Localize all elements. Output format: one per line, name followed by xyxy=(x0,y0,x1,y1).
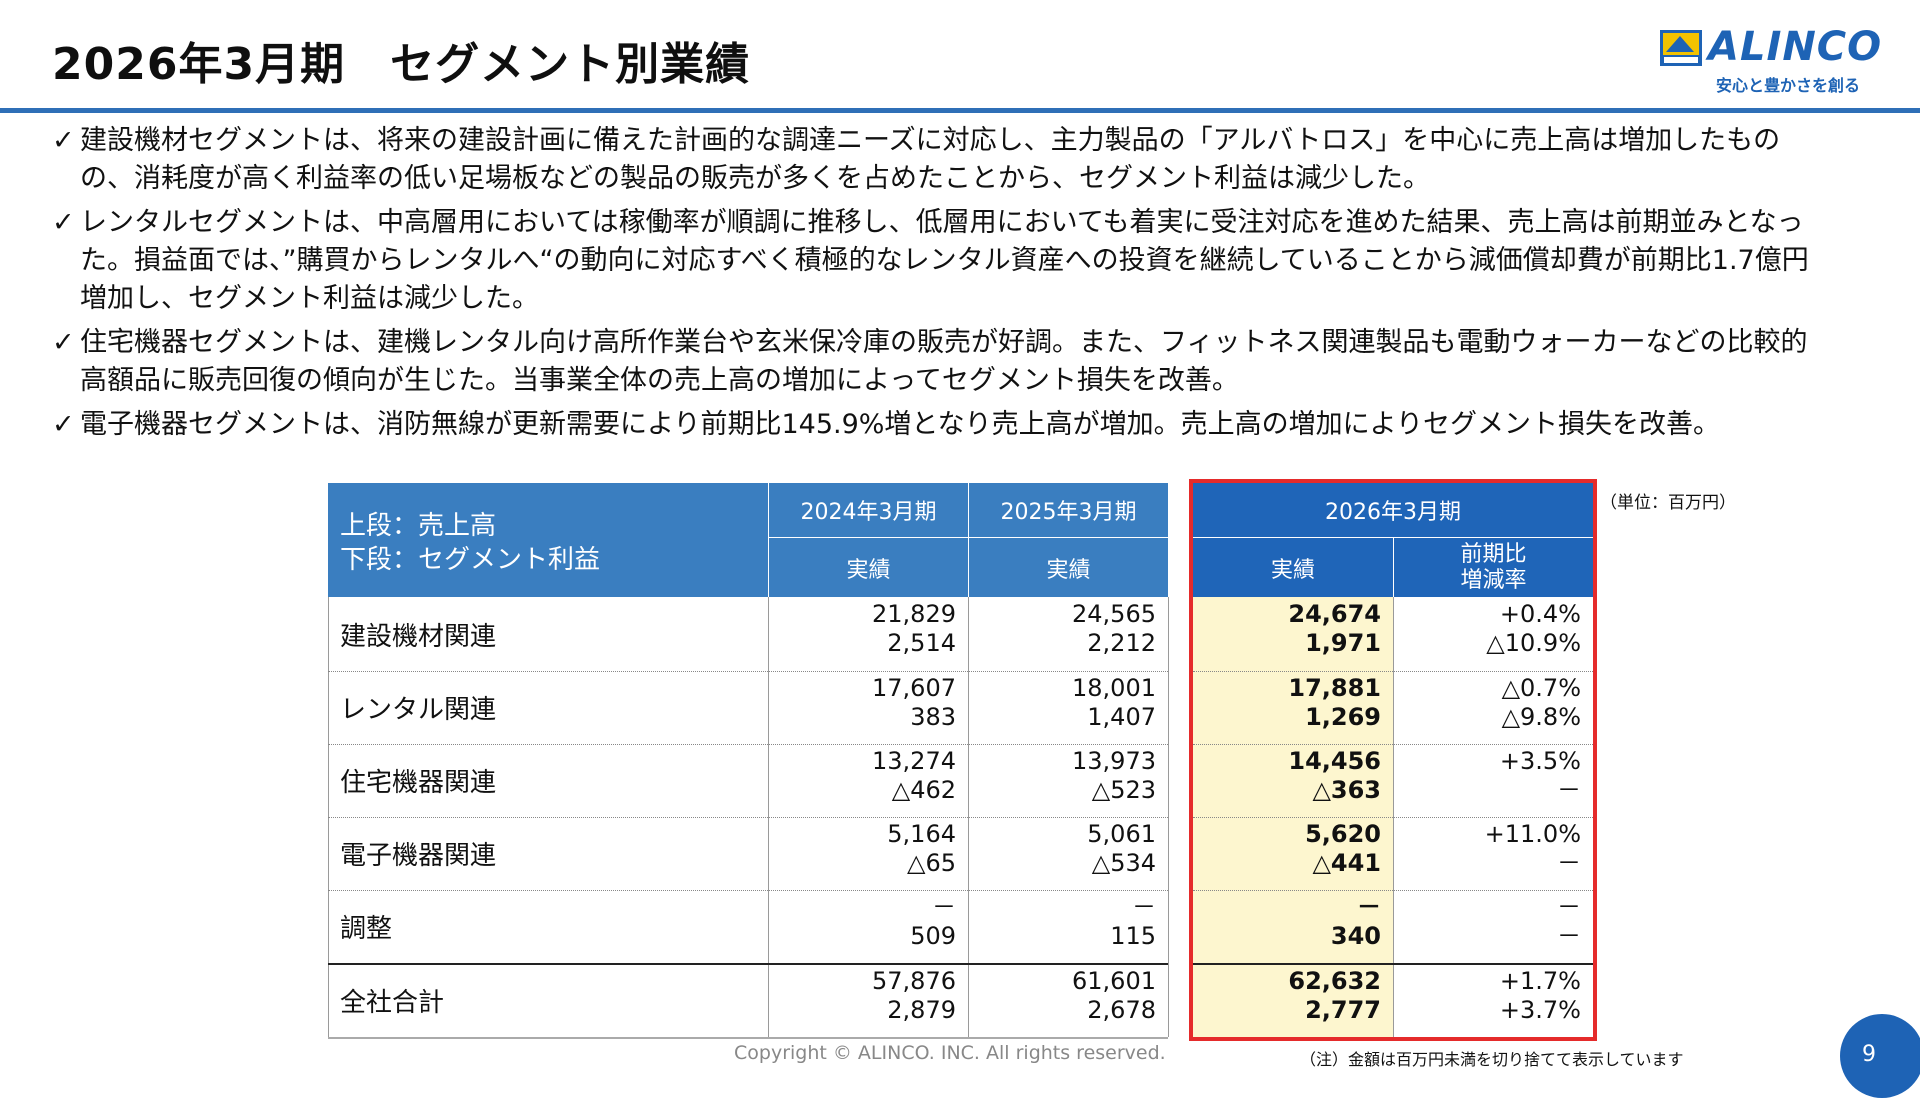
alinco-mark-icon xyxy=(1660,30,1702,66)
company-logo: ALINCO 安心と豊かさを創る xyxy=(1660,24,1885,95)
cell-fy26: 24,674 1,971 xyxy=(1193,597,1393,671)
bullet-text: レンタルセグメントは、中高層用においては稼働率が順調に推移し、低層用においても着… xyxy=(80,207,1809,314)
total-divider xyxy=(1193,963,1593,965)
cell-fy25: － 115 xyxy=(1110,893,1156,950)
bullet-text: 電子機器セグメントは、消防無線が更新需要により前期比145.9%増となり売上高が… xyxy=(80,409,1721,440)
cell-fy24: 17,607 383 xyxy=(872,674,956,731)
header-change-line2: 増減率 xyxy=(1460,567,1527,593)
logo-tagline: 安心と豊かさを創る xyxy=(1715,76,1860,95)
header-actual-2024: 実績 xyxy=(768,537,968,597)
page-number-badge: 9 xyxy=(1840,1014,1920,1098)
bullet-text: 建設機材セグメントは、将来の建設計画に備えた計画的な調達ニーズに対応し、主力製品… xyxy=(80,125,1781,194)
page-title: 2026年3月期 セグメント別業績 xyxy=(52,39,751,90)
header-actual-2025: 実績 xyxy=(968,537,1168,597)
grid-line xyxy=(1193,890,1593,891)
cell-fy24: 57,876 2,879 xyxy=(872,967,956,1024)
cell-change: △0.7% △9.8% xyxy=(1501,674,1581,731)
header-change-rate: 前期比 増減率 xyxy=(1393,537,1593,597)
grid-line xyxy=(328,817,1168,818)
cell-change: －－ xyxy=(1557,893,1581,950)
check-icon: ✓ xyxy=(52,125,75,156)
cell-fy25: 24,565 2,212 xyxy=(1072,600,1156,657)
cell-change: +1.7% +3.7% xyxy=(1499,967,1581,1024)
header-period-2024: 2024年3月期 xyxy=(768,483,968,537)
grid-line xyxy=(328,890,1168,891)
cell-fy26: － 340 xyxy=(1193,890,1393,963)
table-header-label: 上段：売上高 下段：セグメント利益 xyxy=(328,483,768,597)
cell-fy25: 5,061 △534 xyxy=(1087,820,1156,877)
grid-line xyxy=(328,1037,1168,1039)
copyright-text: Copyright © ALINCO. INC. All rights rese… xyxy=(734,1042,1166,1064)
header-period-2026: 2026年3月期 xyxy=(1193,483,1593,537)
bullet-list: ✓ 建設機材セグメントは、将来の建設計画に備えた計画的な調達ニーズに対応し、主力… xyxy=(52,122,1812,450)
cell-fy24: 5,164 △65 xyxy=(887,820,956,877)
grid-line xyxy=(328,744,1168,745)
header-change-line1: 前期比 xyxy=(1460,541,1527,567)
cell-fy26: 17,881 1,269 xyxy=(1193,671,1393,744)
cell-change: +3.5% － xyxy=(1499,747,1581,804)
grid-line xyxy=(1193,671,1593,672)
bullet-item: ✓ 建設機材セグメントは、将来の建設計画に備えた計画的な調達ニーズに対応し、主力… xyxy=(52,122,1812,198)
footnote: （注）金額は百万円未満を切り捨てて表示しています xyxy=(1300,1050,1684,1069)
header-label-line1: 上段：売上高 xyxy=(340,511,497,541)
bullet-item: ✓ 住宅機器セグメントは、建機レンタル向け高所作業台や玄米保冷庫の販売が好調。ま… xyxy=(52,324,1812,400)
total-divider xyxy=(328,963,1168,965)
check-icon: ✓ xyxy=(52,409,75,440)
grid-line xyxy=(1193,817,1593,818)
grid-line xyxy=(1193,744,1593,745)
row-label-total: 全社合計 xyxy=(340,988,445,1018)
check-icon: ✓ xyxy=(52,207,75,238)
fy2026-highlight-frame xyxy=(1189,479,1597,1041)
cell-fy24: － 509 xyxy=(910,893,956,950)
cell-fy26: 14,456 △363 xyxy=(1193,744,1393,817)
cell-fy26: 5,620 △441 xyxy=(1193,817,1393,890)
check-icon: ✓ xyxy=(52,327,75,358)
header-actual-2026: 実績 xyxy=(1193,537,1393,597)
cell-fy26: 62,632 2,777 xyxy=(1193,964,1393,1037)
unit-note: （単位：百万円） xyxy=(1600,493,1736,513)
cell-fy25: 61,601 2,678 xyxy=(1072,967,1156,1024)
row-label: 電子機器関連 xyxy=(340,841,497,871)
row-label: レンタル関連 xyxy=(340,695,497,725)
bullet-text: 住宅機器セグメントは、建機レンタル向け高所作業台や玄米保冷庫の販売が好調。また、… xyxy=(80,327,1808,396)
header-period-2025: 2025年3月期 xyxy=(968,483,1168,537)
logo-name: ALINCO xyxy=(1708,24,1883,70)
header-rule xyxy=(0,108,1920,113)
cell-change: +11.0% － xyxy=(1484,820,1581,877)
bullet-item: ✓ 電子機器セグメントは、消防無線が更新需要により前期比145.9%増となり売上… xyxy=(52,406,1812,444)
cell-change: +0.4% △10.9% xyxy=(1486,600,1581,657)
grid-line xyxy=(1168,597,1169,1037)
cell-fy24: 13,274 △462 xyxy=(872,747,956,804)
cell-fy24: 21,829 2,514 xyxy=(872,600,956,657)
bullet-item: ✓ レンタルセグメントは、中高層用においては稼働率が順調に推移し、低層用において… xyxy=(52,204,1812,318)
cell-fy25: 13,973 △523 xyxy=(1072,747,1156,804)
page-number: 9 xyxy=(1862,1042,1876,1067)
header-label-line2: 下段：セグメント利益 xyxy=(340,545,601,575)
row-label: 住宅機器関連 xyxy=(340,768,497,798)
row-label: 建設機材関連 xyxy=(340,621,497,652)
grid-line xyxy=(328,671,1168,672)
cell-fy25: 18,001 1,407 xyxy=(1072,674,1156,731)
row-label: 調整 xyxy=(340,914,393,944)
